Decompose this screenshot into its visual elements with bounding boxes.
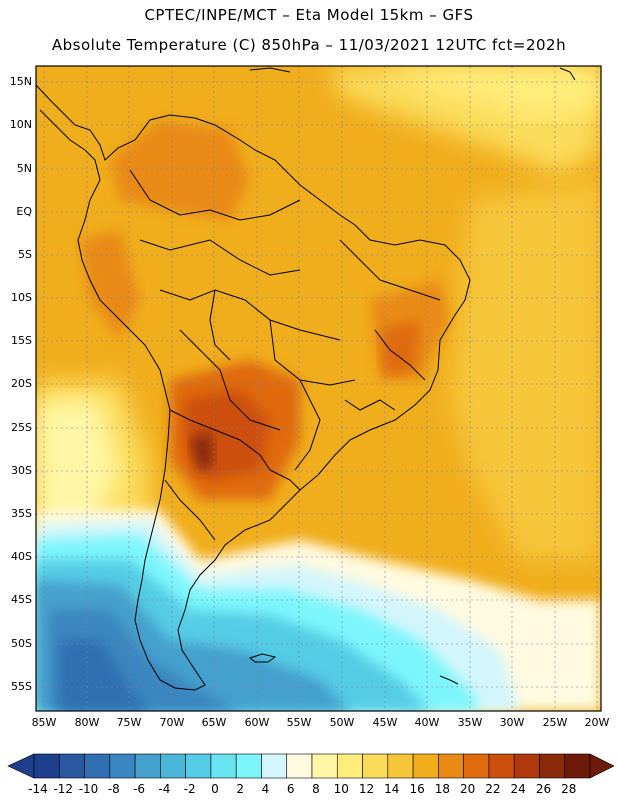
colorbar-swatch (513, 753, 540, 779)
colorbar-tick-label: 22 (485, 782, 501, 796)
colorbar-swatch (362, 753, 389, 779)
lat-label: 20S (11, 377, 32, 390)
lat-label: 35S (11, 507, 32, 520)
colorbar-swatch (488, 753, 515, 779)
colorbar-swatch (412, 753, 439, 779)
colorbar-tick-label: -14 (28, 782, 48, 796)
lon-label: 80W (74, 716, 100, 729)
colorbar-tick-label: 28 (561, 782, 577, 796)
lat-label: 45S (11, 593, 32, 606)
colorbar-swatch (160, 753, 186, 779)
lon-label: 25W (542, 716, 568, 729)
colorbar-tick-label: 2 (236, 782, 244, 796)
colorbar-swatch (235, 753, 262, 779)
colorbar-tick-label: -10 (78, 782, 99, 796)
colorbar-tick-label: 6 (286, 782, 295, 796)
lon-label: 75W (116, 716, 142, 729)
colorbar-swatch (33, 753, 60, 779)
colorbar-tick-label: 10 (333, 782, 349, 796)
colorbar-arrow-left (7, 753, 35, 779)
lat-label: 50S (11, 637, 32, 650)
temperature-field (36, 66, 601, 711)
lon-label: 35W (457, 716, 483, 729)
colorbar-swatch (311, 753, 338, 779)
colorbar-tick-label: 4 (261, 782, 270, 796)
colorbar-tick-label: 16 (409, 782, 425, 796)
colorbar-tick-label: -12 (53, 782, 74, 796)
colorbar-tick-label: 12 (358, 782, 375, 796)
title-line-1: CPTEC/INPE/MCT – Eta Model 15km – GFS (144, 6, 474, 24)
colorbar-tick-label: -2 (183, 782, 196, 796)
colorbar-swatch (387, 753, 414, 779)
colorbar-swatch (185, 753, 212, 779)
graticule (36, 66, 601, 711)
title-line-2: Absolute Temperature (C) 850hPa – 11/03/… (51, 36, 567, 54)
colorbar-tick-label: 8 (312, 782, 320, 796)
lon-label: 70W (159, 716, 185, 729)
colorbar-tick-label: -6 (133, 782, 146, 796)
colorbar-swatch (58, 753, 85, 779)
lat-label: 15N (9, 75, 32, 88)
colorbar-tick-label: 26 (535, 782, 552, 796)
lon-label: 20W (584, 716, 610, 729)
colorbar-swatch (84, 753, 111, 779)
lat-label: 10N (9, 118, 32, 131)
lon-label: 60W (244, 716, 270, 729)
map-frame (35, 65, 602, 712)
lat-label: 10S (11, 291, 32, 304)
lat-label: 25S (11, 421, 32, 434)
lat-label: 30S (11, 464, 32, 477)
lon-label: 30W (499, 716, 525, 729)
colorbar-swatch (539, 753, 566, 779)
colorbar-arrow-right (589, 753, 615, 779)
colorbar-swatch (134, 753, 161, 779)
lat-label: EQ (16, 205, 32, 218)
colorbar-tick-label: 14 (384, 782, 400, 796)
colorbar-swatch (109, 753, 136, 779)
lat-label: 5N (16, 162, 32, 175)
lon-label: 50W (329, 716, 355, 729)
colorbar-tick-label: 20 (459, 782, 476, 796)
colorbar-swatch (438, 753, 464, 779)
colorbar-swatch (261, 753, 288, 779)
colorbar-swatch (564, 753, 591, 779)
colorbar-tick-label: 0 (211, 782, 219, 796)
lat-label: 5S (18, 248, 32, 261)
colorbar-tick-label: 24 (510, 782, 526, 796)
lat-label: 40S (11, 550, 32, 563)
lat-label: 15S (11, 334, 32, 347)
coastlines (36, 67, 576, 691)
colorbar-tick-label: -8 (107, 782, 120, 796)
colorbar-tick-label: -4 (158, 782, 171, 796)
colorbar-swatch (210, 753, 237, 779)
colorbar-swatch (463, 753, 490, 779)
lon-label: 55W (286, 716, 312, 729)
lon-label: 45W (372, 716, 398, 729)
colorbar-swatch (286, 753, 313, 779)
colorbar-swatch (336, 753, 363, 779)
lon-label: 85W (31, 716, 57, 729)
colorbar (7, 753, 615, 779)
lon-label: 65W (201, 716, 227, 729)
lon-label: 40W (414, 716, 440, 729)
lat-label: 55S (11, 680, 32, 693)
colorbar-tick-label: 18 (434, 782, 450, 796)
